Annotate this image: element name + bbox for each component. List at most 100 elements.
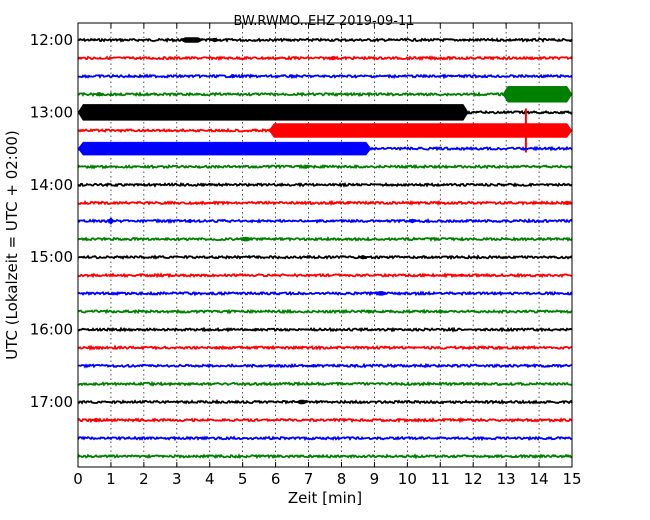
trace-baseline [77,344,573,351]
trace-burst [373,291,389,296]
trace-1500 [77,254,573,261]
trace-burst [90,417,102,423]
trace-1630 [77,362,573,369]
trace-burst [307,364,320,368]
x-tick-label: 11 [431,470,450,488]
trace-burst [186,218,194,224]
chart-title: BW.RWMO..EHZ 2019-09-11 [233,14,414,29]
x-tick-label: 10 [398,470,417,488]
trace-1345 [77,163,573,170]
trace-baseline [77,236,573,242]
trace-1400 [77,182,573,188]
y-tick-label: 13:00 [30,103,73,121]
trace-1245 [77,86,573,103]
x-tick-label: 7 [304,470,314,488]
x-tick-label: 13 [497,470,516,488]
x-tick-label: 2 [139,470,149,488]
trace-1530 [77,290,573,297]
trace-burst [406,218,418,224]
trace-1615 [77,344,573,351]
axis-ticks: 0 1 2 3 4 5 6 7 8 9 10 11 12 13 14 1512:0013:0014:0015:… [30,23,582,488]
trace-baseline [77,217,573,225]
trace-baseline [77,37,573,43]
x-tick-label: 6 [271,470,281,488]
trace-baseline [77,73,573,80]
x-tick-label: 15 [562,470,581,488]
x-tick-label: 0 [73,470,83,488]
trace-1430 [77,217,573,225]
y-tick-label: 17:00 [30,393,73,411]
trace-burst [327,55,339,61]
trace-burst [179,37,204,43]
trace-baseline [77,326,573,333]
trace-baseline [77,290,573,297]
trace-1445 [77,236,573,242]
y-tick-label: 14:00 [30,176,73,194]
trace-1715 [77,417,573,424]
trace-baseline [77,308,573,315]
trace-burst [199,183,208,187]
trace-burst [288,74,297,78]
trace-baseline [77,362,573,369]
x-tick-label: 3 [172,470,182,488]
x-tick-label: 5 [238,470,248,488]
x-tick-label: 4 [205,470,215,488]
plot-frame [77,22,573,468]
trace-1730 [77,435,573,442]
trace-burst [301,164,313,169]
trace-1515 [77,272,573,279]
trace-burst [251,327,260,332]
y-tick-label: 16:00 [30,321,73,339]
trace-1315 [77,108,573,153]
trace-baseline [77,199,573,206]
trace-burst [77,141,372,156]
trace-1745 [77,453,573,460]
trace-baseline [77,453,573,460]
trace-baseline [77,398,573,405]
trace-baseline [77,163,573,170]
y-axis-label: UTC (Lokalzeit = UTC + 02:00) [3,130,21,360]
trace-burst [93,92,105,97]
trace-1415 [77,199,573,206]
trace-baseline [77,272,573,279]
x-tick-label: 14 [530,470,549,488]
trace-burst [502,86,573,103]
x-axis-label: Zeit [min] [288,489,362,507]
trace-1330 [77,141,573,156]
trace-burst [357,254,369,260]
trace-burst [77,104,469,121]
trace-1215 [77,55,573,62]
trace-burst [209,37,221,43]
trace-baseline [77,380,573,387]
trace-burst [212,345,221,350]
x-tick-label: 1 [106,470,116,488]
trace-baseline [77,254,573,261]
trace-burst [294,399,310,405]
trace-baseline [77,91,573,98]
trace-1300 [77,104,573,121]
trace-1545 [77,308,573,315]
trace-burst [455,273,468,278]
x-tick-label: 8 [337,470,347,488]
trace-baseline [77,417,573,424]
trace-baseline [77,182,573,188]
trace-1645 [77,380,573,387]
trace-1230 [77,73,573,80]
trace-burst [344,201,352,205]
trace-1600 [77,326,573,333]
trace-baseline [77,435,573,442]
trace-lines [77,37,573,460]
trace-1200 [77,37,573,43]
trace-baseline [77,55,573,62]
x-tick-label: 12 [464,470,483,488]
trace-burst [107,217,115,225]
x-tick-label: 9 [370,470,380,488]
grid-lines [77,23,573,467]
y-tick-label: 12:00 [30,31,73,49]
trace-1700 [77,398,573,405]
trace-burst [238,236,254,242]
trace-burst [229,73,237,79]
trace-burst [363,309,376,314]
trace-burst [436,309,445,314]
